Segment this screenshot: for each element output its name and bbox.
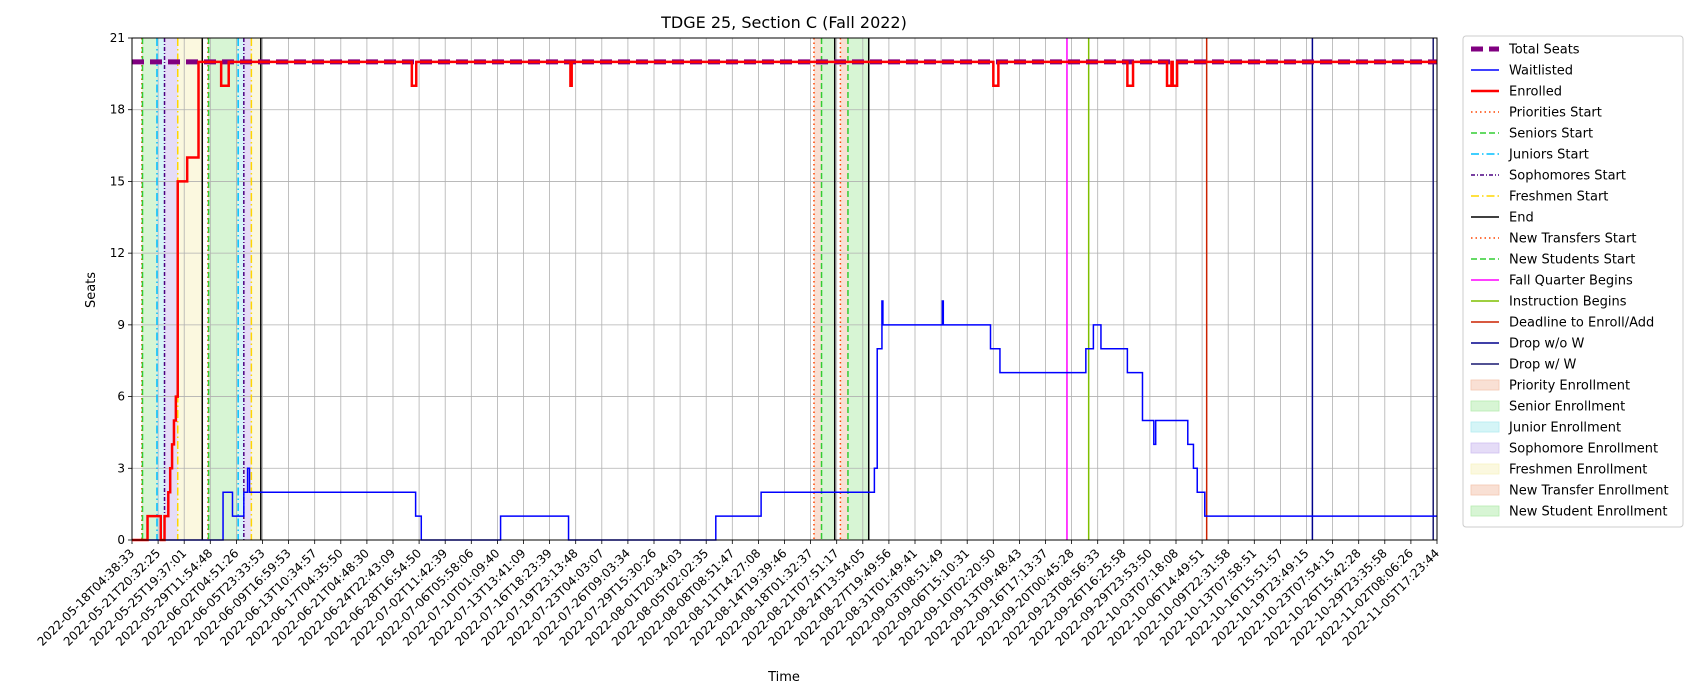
shaded-span <box>251 38 261 540</box>
legend-label: Deadline to Enroll/Add <box>1509 316 1654 331</box>
legend-label: Juniors Start <box>1508 148 1589 163</box>
legend-label: Drop w/ W <box>1509 358 1577 373</box>
shaded-span <box>243 38 252 540</box>
legend-label: Sophomores Start <box>1509 169 1626 184</box>
y-axis-title: Seats <box>84 272 99 308</box>
shaded-span <box>847 38 869 540</box>
legend-label: Waitlisted <box>1509 64 1573 79</box>
x-axis-title: Time <box>767 670 800 685</box>
y-tick-label: 9 <box>117 318 125 332</box>
shaded-span <box>207 38 209 540</box>
legend-label: Fall Quarter Begins <box>1509 274 1633 289</box>
shaded-span <box>142 38 157 540</box>
legend-swatch <box>1470 379 1500 391</box>
legend-swatch <box>1470 463 1500 475</box>
legend-label: Sophomore Enrollment <box>1509 442 1658 457</box>
legend-label: Freshmen Start <box>1509 190 1608 205</box>
legend-label: Seniors Start <box>1509 127 1593 142</box>
legend-label: Senior Enrollment <box>1509 400 1625 415</box>
legend-box <box>1462 35 1684 528</box>
legend-label: Drop w/o W <box>1509 337 1585 352</box>
shaded-span <box>156 38 165 540</box>
legend-label: Freshmen Enrollment <box>1509 463 1647 478</box>
legend-label: Priority Enrollment <box>1509 379 1630 394</box>
legend-label: Priorities Start <box>1509 106 1602 121</box>
y-tick-label: 6 <box>117 390 125 404</box>
legend-swatch <box>1470 484 1500 496</box>
legend: Total Seats Waitlisted Enrolled Priorities … <box>1462 35 1684 528</box>
plot-frame <box>131 37 1438 541</box>
legend-label: New Transfer Enrollment <box>1509 484 1669 499</box>
legend-label: Instruction Begins <box>1509 295 1627 310</box>
legend-swatch <box>1470 442 1500 454</box>
y-tick-label: 0 <box>117 533 125 547</box>
series-line <box>132 60 1437 542</box>
legend-label: End <box>1509 211 1534 226</box>
legend-label: New Transfers Start <box>1509 232 1636 247</box>
y-tick-label: 18 <box>110 103 125 117</box>
y-tick-label: 15 <box>110 174 125 188</box>
legend-label: New Students Start <box>1509 253 1635 268</box>
series-line <box>132 300 1437 541</box>
shaded-span <box>813 38 822 540</box>
shaded-span <box>141 38 143 540</box>
shaded-span <box>840 38 848 540</box>
shaded-span <box>164 38 178 540</box>
shaded-span <box>208 38 239 540</box>
legend-label: New Student Enrollment <box>1509 505 1667 520</box>
legend-label: Total Seats <box>1508 43 1580 58</box>
y-tick-label: 12 <box>110 246 125 260</box>
y-tick-label: 3 <box>117 461 125 475</box>
shaded-span <box>238 38 244 540</box>
legend-swatch <box>1470 421 1500 433</box>
legend-swatch <box>1470 400 1500 412</box>
shaded-span <box>821 38 835 540</box>
legend-label: Enrolled <box>1509 85 1562 100</box>
y-tick-label: 21 <box>110 31 125 45</box>
legend-label: Junior Enrollment <box>1508 421 1621 436</box>
plot-area: 2022-05-18T04:38:332022-05-21T20:32:2520… <box>35 31 1443 649</box>
chart-title: TDGE 25, Section C (Fall 2022) <box>660 13 907 32</box>
legend-swatch <box>1470 505 1500 517</box>
